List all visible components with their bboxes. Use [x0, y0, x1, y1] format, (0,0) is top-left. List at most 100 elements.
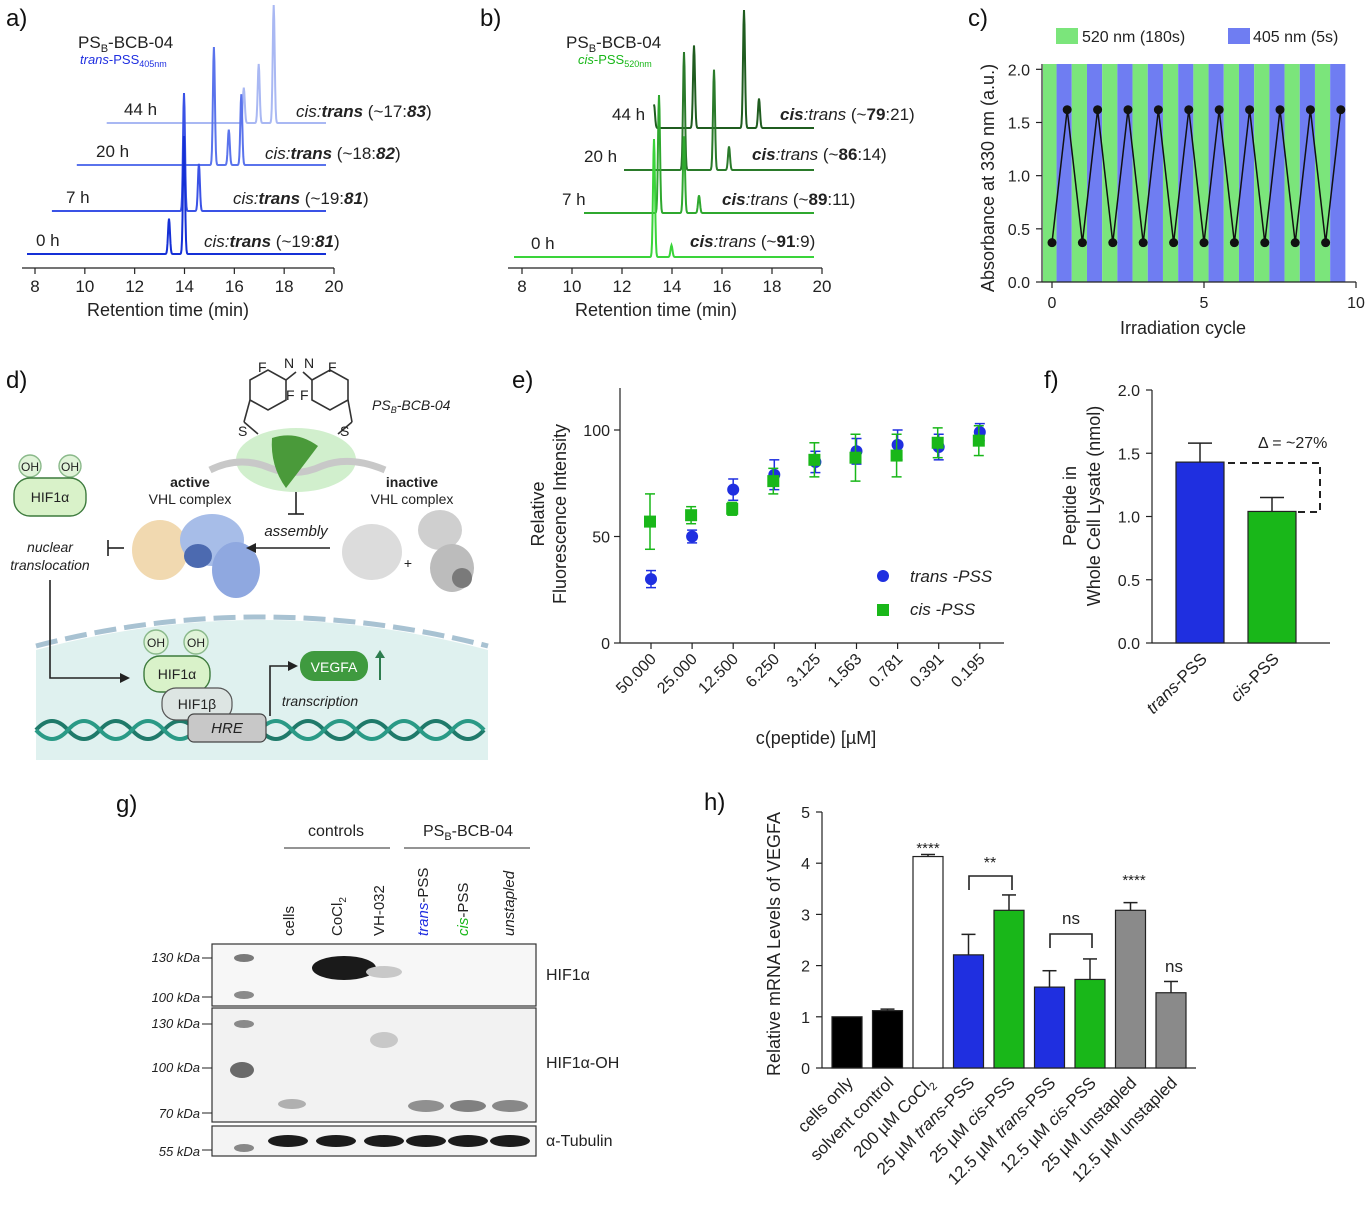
- legend-blue-label: 405 nm (5s): [1253, 29, 1338, 46]
- oh-group-left-1: [18, 454, 42, 478]
- oh-label-nucleus-1: OH: [147, 636, 165, 650]
- c-band-9: [1178, 64, 1194, 282]
- oh-group-nucleus-1: [143, 629, 169, 655]
- b-time-label-2: 7 h: [562, 190, 586, 209]
- c-band-7: [1147, 64, 1163, 282]
- panel-h-bars: [831, 853, 1187, 1069]
- marker-100-blot1: 100 kDa: [152, 990, 200, 1005]
- a-time-label-2: 7 h: [66, 188, 90, 207]
- nitrogen-1: N: [284, 355, 294, 371]
- panel-c-y-label: Absorbance at 330 nm (a.u.): [978, 64, 998, 292]
- f-bar-0: [1175, 461, 1225, 644]
- e-point-cis-3: [767, 475, 780, 488]
- transcription-arrow-head: [288, 661, 298, 671]
- translocation-arrow-head: [120, 673, 130, 683]
- molecule-label: PSB-BCB-04: [372, 397, 451, 415]
- e-point-cis-4: [808, 453, 821, 466]
- c-line-path: [1051, 109, 1342, 243]
- sulfur-1: S: [238, 423, 247, 439]
- legend-green-swatch: [1056, 28, 1078, 44]
- c-point-18: [1321, 238, 1331, 248]
- e-xtick-label-6: 0.781: [866, 651, 906, 691]
- a-time-label-0: 44 h: [124, 100, 157, 119]
- panel-a-trace-labels: 44 h 20 h 7 h 0 h cis:trans (~17:83) cis:tran…: [36, 100, 432, 251]
- tubulin-band-3: [406, 1135, 446, 1147]
- tubulin-band-5: [490, 1135, 530, 1147]
- sulfur-2: S: [340, 423, 349, 439]
- c-point-4: [1108, 238, 1118, 248]
- sig-unstapled12: ns: [1165, 957, 1183, 976]
- h-ytick-label-5: 5: [801, 805, 810, 822]
- c-band-2: [1071, 64, 1087, 282]
- e-point-trans-1: [686, 530, 699, 543]
- blot-hif1a-oh: [211, 1007, 537, 1123]
- active-vhl-complex: [132, 514, 260, 598]
- a-trace-1: [76, 46, 326, 166]
- a-trace-0: [106, 4, 326, 124]
- marker-130-blot2: 130 kDa: [152, 1016, 200, 1031]
- c-ytick-label-3: 1.5: [1008, 115, 1030, 132]
- band-cells-oh: [278, 1099, 306, 1109]
- h-ytick-label-2: 2: [801, 959, 810, 976]
- c-point-7: [1153, 105, 1163, 115]
- b-trace-2: [584, 94, 814, 214]
- a-trace-2: [51, 92, 326, 212]
- oh-label-left-1: OH: [21, 460, 39, 474]
- c-xtick-label-0: 0: [1048, 295, 1057, 312]
- e-point-trans-0: [645, 573, 657, 586]
- panel-a-state: trans-PSS405nm: [80, 52, 167, 69]
- b-xtick-label-6: 20: [813, 277, 832, 296]
- legend-trans-marker: [877, 570, 889, 582]
- c-xtick-label-2: 10: [1347, 295, 1365, 312]
- c-band-14: [1254, 64, 1270, 282]
- e-ytick-label-1: 50: [592, 530, 610, 547]
- e-point-cis-1: [685, 509, 698, 522]
- a-xtick-label-4: 16: [225, 277, 244, 296]
- band-trans-oh: [408, 1100, 444, 1112]
- legend-trans-label: trans -PSS: [910, 567, 993, 586]
- panel-c-absorbance-line: [1047, 105, 1346, 248]
- c-band-17: [1299, 64, 1315, 282]
- a-xtick-label-3: 14: [175, 277, 194, 296]
- c-band-16: [1284, 64, 1300, 282]
- g-lane-label-5: unstapled: [501, 870, 518, 936]
- b-xtick-label-4: 16: [713, 277, 732, 296]
- a-trace-3: [27, 135, 326, 255]
- h-bar-1: [871, 1010, 904, 1069]
- panel-f-bars: trans-PSS cis-PSS: [1143, 442, 1297, 718]
- hif1a-box-top: [13, 477, 87, 517]
- b-trace-3: [514, 138, 814, 258]
- sig-12um: ns: [1062, 909, 1080, 928]
- legend-green-label: 520 nm (180s): [1082, 29, 1185, 46]
- translocation-label: translocation: [10, 557, 90, 573]
- b-trace-0: [653, 9, 814, 129]
- a-ratio-label-1: cis:trans (~18:82): [265, 144, 401, 163]
- panel-b-trace-labels: 44 h 20 h 7 h 0 h cis:trans (~79:21) cis:tran…: [531, 105, 915, 253]
- h-ytick-label-1: 1: [801, 1010, 810, 1027]
- f-ytick-label-4: 2.0: [1118, 383, 1140, 400]
- ladder-band-4: [230, 1062, 254, 1078]
- assembly-label: assembly: [264, 523, 329, 540]
- sig-25um: **: [984, 855, 996, 872]
- panel-a-x-label: Retention time (min): [87, 300, 249, 320]
- active-label: active: [170, 474, 210, 490]
- panel-e-x-label: c(peptide) [µM]: [756, 728, 876, 748]
- panel-h-y-label: Relative mRNA Levels of VEGFA: [764, 812, 784, 1076]
- h-ytick-label-3: 3: [801, 907, 810, 924]
- band-vh032-hif1a: [366, 966, 402, 978]
- b-xtick-label-0: 8: [517, 277, 526, 296]
- c-band-18: [1314, 64, 1331, 282]
- hif1a-label-top: HIF1α: [31, 489, 69, 505]
- panel-f-annotation: Δ = ~27%: [1258, 435, 1327, 452]
- panel-a-chromatograms: [27, 4, 326, 255]
- e-xtick-label-0: 50.000: [613, 651, 660, 698]
- vegfa-box: [300, 651, 368, 681]
- nucleus-region: [36, 620, 488, 760]
- g-lane-label-2: VH-032: [371, 885, 388, 936]
- h-bar-5: [1033, 986, 1066, 1069]
- stapled-peptide-structure: [208, 369, 387, 492]
- hre-label: HRE: [211, 720, 244, 737]
- b-xtick-label-2: 12: [613, 277, 632, 296]
- f-ytick-label-0: 0.0: [1118, 636, 1140, 653]
- c-band-1: [1056, 64, 1072, 282]
